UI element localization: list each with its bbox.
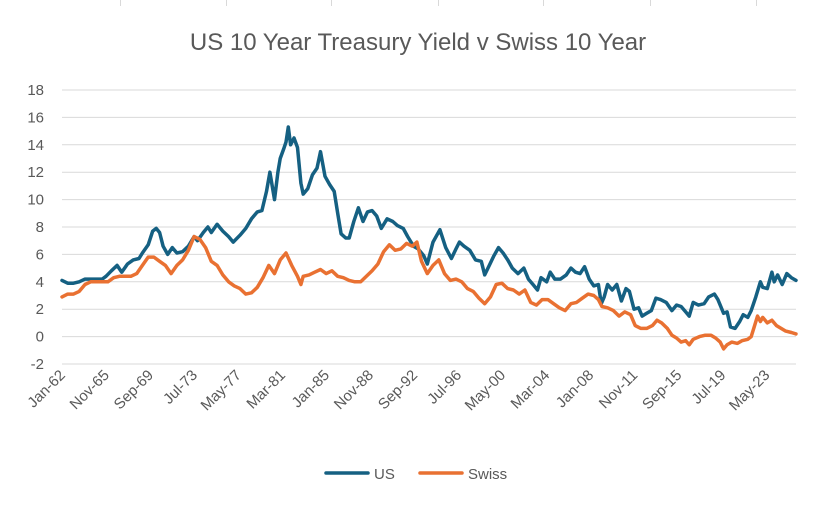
y-tick-label: 10 bbox=[27, 192, 44, 209]
y-tick-label: 8 bbox=[36, 219, 44, 236]
x-tick-label: Nov-65 bbox=[67, 367, 113, 413]
chart-title: US 10 Year Treasury Yield v Swiss 10 Yea… bbox=[190, 29, 646, 56]
legend-label-us: US bbox=[374, 466, 395, 483]
x-tick-label: Jan-85 bbox=[289, 367, 333, 411]
spreadsheet-gridlines bbox=[0, 0, 827, 6]
y-tick-label: 14 bbox=[27, 137, 44, 154]
x-tick-label: Jul-19 bbox=[688, 367, 729, 408]
x-tick-label: Nov-88 bbox=[331, 367, 377, 413]
x-tick-label: Sep-92 bbox=[375, 367, 421, 413]
x-tick-label: Mar-04 bbox=[508, 367, 554, 413]
x-tick-label: Sep-69 bbox=[111, 367, 157, 413]
x-tick-label: Jul-73 bbox=[160, 367, 201, 408]
x-tick-label: Jan-08 bbox=[553, 367, 597, 411]
series-lines bbox=[60, 125, 798, 351]
x-tick-label: May-23 bbox=[726, 367, 773, 414]
y-tick-label: 0 bbox=[36, 329, 44, 346]
y-tick-label: 2 bbox=[36, 301, 44, 318]
x-tick-label: Nov-11 bbox=[596, 367, 641, 412]
y-tick-label: 16 bbox=[27, 109, 44, 126]
legend-label-swiss: Swiss bbox=[468, 466, 507, 483]
y-axis-ticks: -2 0 2 4 6 8 10 12 14 16 18 bbox=[27, 82, 44, 373]
x-tick-label: Jan-62 bbox=[24, 367, 68, 411]
y-tick-label: 6 bbox=[36, 246, 44, 263]
series-line-swiss bbox=[60, 234, 798, 351]
y-tick-label: -2 bbox=[31, 356, 44, 373]
gridlines bbox=[62, 89, 796, 365]
x-tick-label: May-00 bbox=[462, 367, 509, 414]
series-line-us bbox=[60, 125, 798, 331]
x-tick-label: Sep-15 bbox=[639, 367, 685, 413]
x-tick-label: Mar-81 bbox=[243, 367, 289, 413]
y-tick-label: 4 bbox=[36, 274, 44, 291]
x-tick-label: May-77 bbox=[198, 367, 245, 414]
y-tick-label: 12 bbox=[27, 164, 44, 181]
x-tick-label: Jul-96 bbox=[424, 367, 465, 408]
legend: US Swiss bbox=[324, 466, 507, 483]
y-tick-label: 18 bbox=[27, 82, 44, 99]
